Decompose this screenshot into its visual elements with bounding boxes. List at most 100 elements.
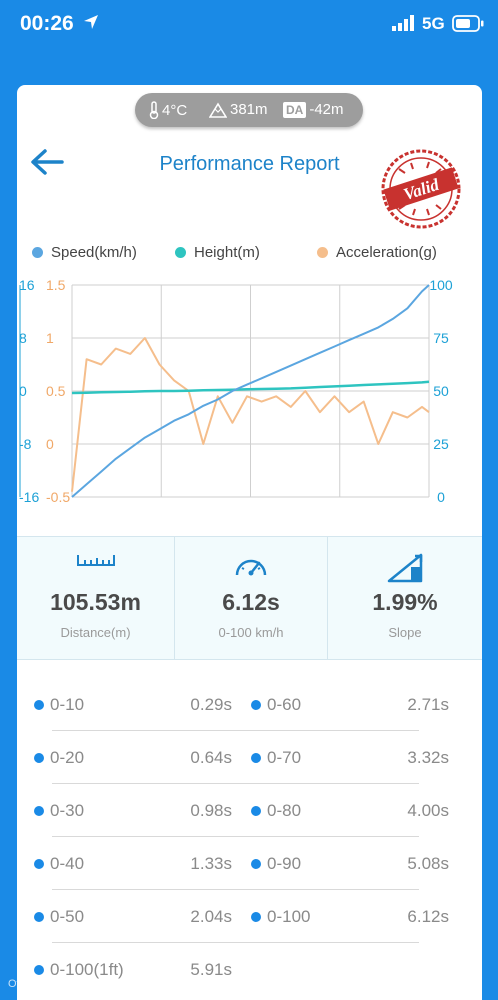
split-time: 2.04s [190,907,232,926]
split-dot [34,859,44,869]
y-tick-label: 50 [433,383,449,399]
time-value: 6.12s [222,589,280,615]
legend-dot [175,247,186,258]
mountain-icon [209,101,227,118]
split-time: 2.71s [407,695,449,714]
split-dot [251,700,261,710]
split-dot [34,965,44,975]
legend-dot [317,247,328,258]
row-divider [52,730,419,731]
stat-slope: 1.99% Slope [328,537,482,659]
legend-label: Height(m) [194,244,260,261]
distance-label: Distance(m) [60,625,131,640]
row-divider [52,889,419,890]
page-title: Performance Report [159,153,340,175]
y-tick-label: 75 [433,330,449,346]
split-label: 0-70 [267,748,302,767]
altitude-value: 381m [230,101,268,118]
legend-label: Speed(km/h) [51,244,137,261]
split-item: 0-40 1.33s [34,850,232,880]
y-tick-label: -0.5 [46,489,70,505]
stat-acceleration-time: 6.12s 0-100 km/h [175,537,327,659]
split-label: 0-90 [267,854,302,873]
split-item: 0-30 0.98s [34,797,232,827]
split-label: 0-100 [267,907,311,926]
ruler-icon [76,553,115,572]
y-tick-label: 25 [433,436,449,452]
split-item: 0-100 6.12s [251,903,449,933]
status-bar: 00:26 5G [0,0,498,50]
split-label: 0-50 [50,907,85,926]
split-label: 0-60 [267,695,302,714]
y-tick-label: 16 [19,277,35,293]
legend-label: Acceleration(g) [336,244,437,261]
split-label: 0-100(1ft) [50,960,124,979]
split-time: 0.98s [190,801,232,820]
battery-icon [452,15,484,37]
stat-distance: 105.53m Distance(m) [17,537,174,659]
altitude: 381m [209,101,268,118]
split-item: 0-80 4.00s [251,797,449,827]
report-card: 4°C 381m DA -42m Performance Report Vali… [17,85,482,1000]
back-button[interactable] [29,147,69,181]
split-item: 0-100(1ft) 5.91s [34,956,232,986]
y-tick-label: 0 [437,489,445,505]
split-label: 0-10 [50,695,85,714]
split-item: 0-70 3.32s [251,744,449,774]
y-tick-label: 0.5 [46,383,66,399]
signal-icon [392,15,416,36]
network-type: 5G [422,14,445,33]
legend-height: Height(m) [175,244,260,261]
density-altitude-value: -42m [309,101,344,118]
split-dot [251,912,261,922]
series-line-height-m [71,380,430,395]
legend-acceleration: Acceleration(g) [317,244,437,261]
y-tick-label: 1.5 [46,277,66,293]
slope-value: 1.99% [372,589,438,615]
series-line-acceleration-g [71,337,430,492]
split-item: 0-50 2.04s [34,903,232,933]
split-item: 0-10 0.29s [34,691,232,721]
split-item: 0-60 2.71s [251,691,449,721]
da-badge: DA [283,101,307,118]
row-divider [52,783,419,784]
split-time: 0.64s [190,748,232,767]
split-dot [34,806,44,816]
split-time: 5.91s [190,960,232,979]
chart-legend: Speed(km/h) Height(m) Acceleration(g) [17,244,482,268]
slope-icon [387,553,423,588]
y-tick-label: 0 [46,436,54,452]
split-label: 0-40 [50,854,85,873]
split-time: 4.00s [407,801,449,820]
row-divider [52,942,419,943]
legend-dot [32,247,43,258]
divider [174,537,175,659]
split-dot [34,753,44,763]
split-label: 0-20 [50,748,85,767]
divider [327,537,328,659]
split-time: 5.08s [407,854,449,873]
temperature-value: 4°C [162,101,188,119]
density-altitude: DA -42m [283,101,344,118]
legend-speed: Speed(km/h) [32,244,137,261]
split-dot [251,859,261,869]
thermometer-icon [149,101,159,119]
y-tick-label: 0 [19,383,27,399]
y-tick-label: -16 [19,489,39,505]
watermark: Otomoto [8,978,51,990]
y-tick-label: -8 [19,436,32,452]
split-dot [251,753,261,763]
split-time: 0.29s [190,695,232,714]
slope-label: Slope [388,625,422,640]
back-arrow-icon [31,149,64,175]
split-label: 0-30 [50,801,85,820]
location-arrow-icon [82,13,100,36]
status-time: 00:26 [20,12,74,35]
time-label: 0-100 km/h [218,625,284,640]
split-label: 0-80 [267,801,302,820]
temperature: 4°C [149,101,187,119]
split-item: 0-90 5.08s [251,850,449,880]
y-tick-label: 100 [429,277,453,293]
split-dot [34,700,44,710]
split-time: 3.32s [407,748,449,767]
